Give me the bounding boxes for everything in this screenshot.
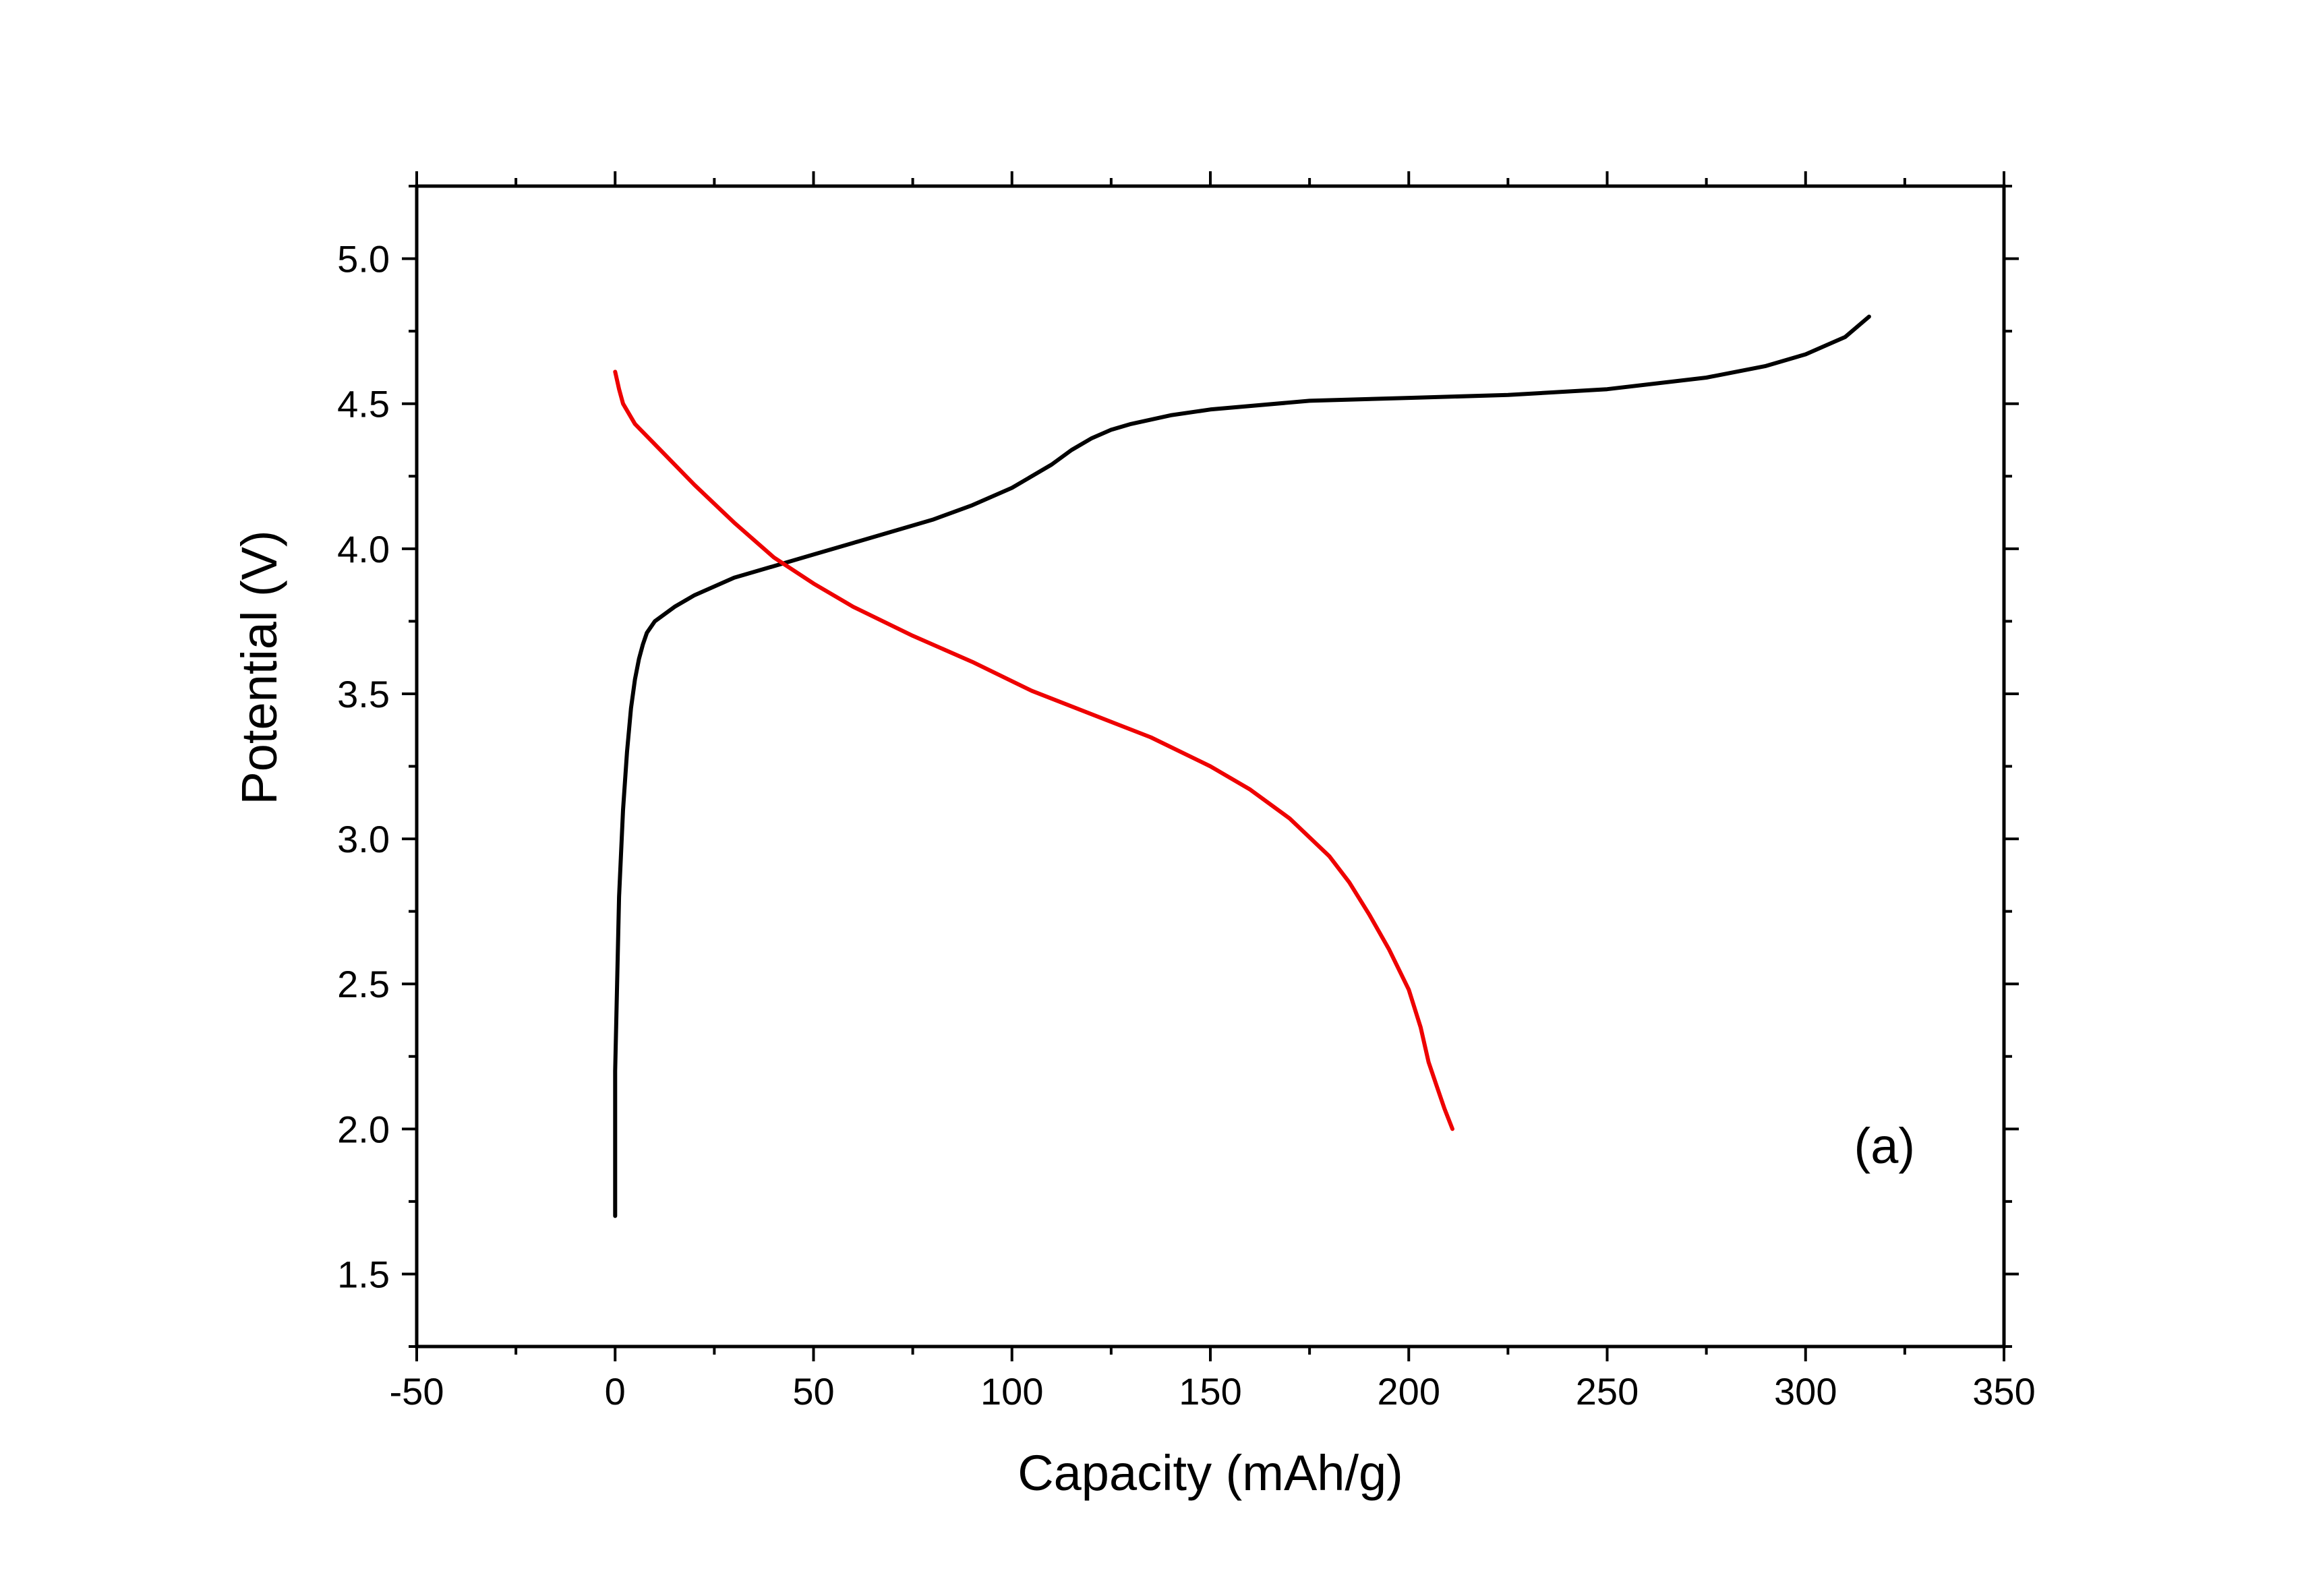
y-tick-label: 4.0 [337, 528, 390, 570]
x-tick-label: -50 [390, 1370, 444, 1413]
y-tick-label: 3.5 [337, 673, 390, 715]
x-tick-label: 0 [605, 1370, 626, 1413]
series-line-1 [613, 314, 1871, 1218]
y-tick-label: 5.0 [337, 238, 390, 280]
y-tick-label: 1.5 [337, 1253, 390, 1295]
x-tick-label: 200 [1378, 1370, 1440, 1413]
x-tick-label: 100 [980, 1370, 1043, 1413]
y-tick-label: 2.5 [337, 963, 390, 1005]
x-tick-label: 300 [1774, 1370, 1837, 1413]
y-axis-ticks: 1.5 2.0 2.5 3.0 3.5 4.0 4.5 5.0 [337, 185, 2019, 1348]
x-tick-label: 350 [1972, 1370, 2035, 1413]
y-tick-label: 4.5 [337, 383, 390, 425]
series-group [613, 314, 1871, 1218]
x-tick-label: 150 [1179, 1370, 1241, 1413]
panel-annotation: (a) [1854, 1118, 1915, 1174]
y-tick-label: 2.0 [337, 1108, 390, 1150]
x-axis-ticks: -50 0 50 100 150 200 250 300 350 [390, 171, 2036, 1413]
y-tick-label: 3.0 [337, 818, 390, 860]
x-tick-label: 250 [1576, 1370, 1639, 1413]
x-tick-label: 50 [792, 1370, 834, 1413]
series-line-2 [613, 370, 1454, 1131]
y-axis-title: Potential (V) [231, 530, 287, 804]
x-axis-title: Capacity (mAh/g) [1018, 1445, 1403, 1501]
